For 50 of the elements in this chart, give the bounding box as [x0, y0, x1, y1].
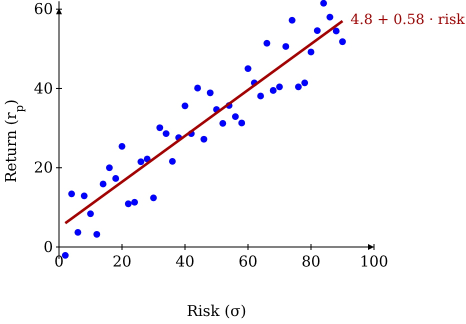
x-tick-label: 20	[112, 252, 132, 271]
point	[301, 80, 308, 86]
point	[270, 87, 277, 94]
x-tick-label: 80	[301, 252, 321, 271]
point	[257, 92, 264, 100]
point	[276, 84, 283, 90]
x-tick-label: 40	[175, 252, 195, 271]
point	[156, 124, 164, 132]
series-label: 4.8 + 0.58 · risk	[350, 12, 466, 28]
point	[150, 194, 157, 202]
point	[100, 180, 106, 188]
point	[308, 48, 314, 56]
x-tick-label: 60	[238, 252, 258, 271]
y-tick-label: 60	[34, 0, 53, 18]
point	[194, 84, 201, 92]
point	[87, 210, 94, 218]
point	[314, 27, 321, 34]
point	[138, 158, 144, 166]
y-tick-label: 40	[34, 79, 53, 98]
point	[118, 142, 126, 150]
point	[169, 158, 176, 165]
point	[282, 43, 290, 50]
point	[106, 164, 113, 172]
point	[219, 120, 226, 127]
point	[112, 175, 120, 182]
point	[200, 136, 208, 143]
point	[182, 102, 188, 110]
point	[80, 192, 88, 200]
point	[93, 230, 100, 238]
point	[238, 120, 246, 126]
point	[131, 198, 138, 206]
y-tick-label: 20	[34, 158, 53, 177]
point	[232, 113, 239, 120]
x-tick-label: 100	[360, 252, 388, 271]
point	[332, 28, 340, 34]
x-axis-title: Risk (σ)	[186, 302, 246, 320]
point	[124, 200, 132, 208]
point	[295, 84, 302, 90]
point	[288, 16, 296, 24]
point	[320, 0, 327, 7]
point	[326, 14, 334, 20]
point	[264, 40, 270, 47]
point	[68, 190, 75, 198]
point	[162, 130, 170, 138]
point	[244, 65, 252, 72]
point	[206, 89, 214, 96]
point	[74, 228, 82, 236]
y-tick-label: 0	[43, 238, 53, 256]
point	[339, 38, 346, 46]
point	[62, 252, 69, 259]
